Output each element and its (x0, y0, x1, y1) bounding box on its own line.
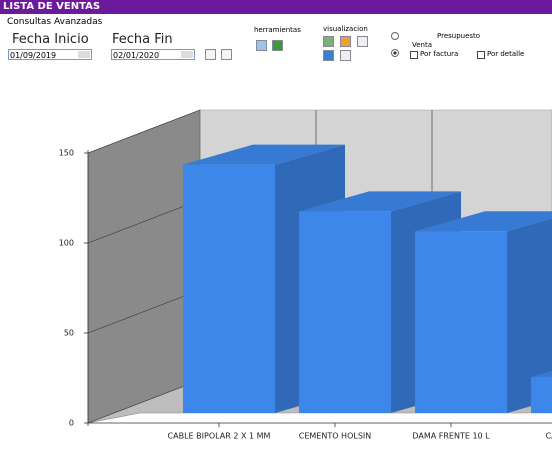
check-invoice[interactable] (410, 51, 418, 59)
x-tick-label: DAMA FRENTE 10 L (412, 432, 490, 441)
x-tick-label: CABLE BIPOLAR 2 X 1 MM (168, 432, 271, 441)
start-date-text: 01/09/2019 (10, 51, 57, 60)
bar-top (415, 211, 552, 232)
y-tick-label: 150 (59, 149, 74, 158)
bar-front (183, 164, 275, 413)
bar-top (531, 371, 552, 377)
view-icon[interactable] (340, 50, 351, 61)
y-tick-label: 100 (59, 239, 74, 248)
bar-top (299, 191, 461, 212)
view-icon[interactable] (357, 36, 368, 47)
tools-label: herramientas (254, 26, 301, 34)
grid-line (87, 109, 201, 154)
budget-label: Presupuesto (437, 32, 481, 40)
start-date[interactable]: 01/09/2019 (8, 49, 92, 60)
end-label: Fecha Fin (112, 32, 173, 47)
bar-front (299, 211, 391, 413)
start-label: Fecha Inicio (12, 32, 89, 47)
radio-budget[interactable] (391, 32, 399, 40)
search-button[interactable] (205, 49, 216, 60)
bar (531, 371, 552, 413)
x-tick-label: CEMENTO HOLSIN (299, 432, 372, 441)
radio-sale[interactable] (391, 49, 399, 57)
title-bar: LISTA DE VENTAS (0, 0, 552, 14)
sale-label: Venta (412, 41, 433, 49)
grid-line (87, 199, 201, 244)
end-date[interactable]: 02/01/2020 (111, 49, 195, 60)
dropdown[interactable] (78, 51, 90, 58)
bar-side (507, 218, 552, 413)
dropdown[interactable] (181, 51, 193, 58)
y-tick-label: 50 (64, 329, 74, 338)
bar-front (531, 377, 552, 413)
excel-icon[interactable] (272, 40, 283, 51)
toolbar: Consultas Avanzadas Fecha Inicio Fecha F… (0, 14, 552, 66)
view-icon[interactable] (340, 36, 351, 47)
section-label: Consultas Avanzadas (7, 17, 103, 27)
invoice-label: Por factura (420, 50, 459, 58)
grid-button[interactable] (221, 49, 232, 60)
grid-line (87, 289, 201, 334)
view-icon[interactable] (323, 36, 334, 47)
check-detail[interactable] (477, 51, 485, 59)
y-tick-label: 0 (69, 419, 74, 428)
bar (415, 211, 552, 413)
x-tick-label: CABLE UNI (546, 432, 552, 441)
detail-label: Por detalle (487, 50, 525, 58)
bar-front (415, 231, 507, 413)
view-icon[interactable] (323, 50, 334, 61)
bar-top (183, 144, 345, 165)
grid-line (87, 379, 201, 424)
end-date-text: 02/01/2020 (113, 51, 160, 60)
view-label: visualizacion (323, 25, 368, 33)
tool-icon[interactable] (256, 40, 267, 51)
